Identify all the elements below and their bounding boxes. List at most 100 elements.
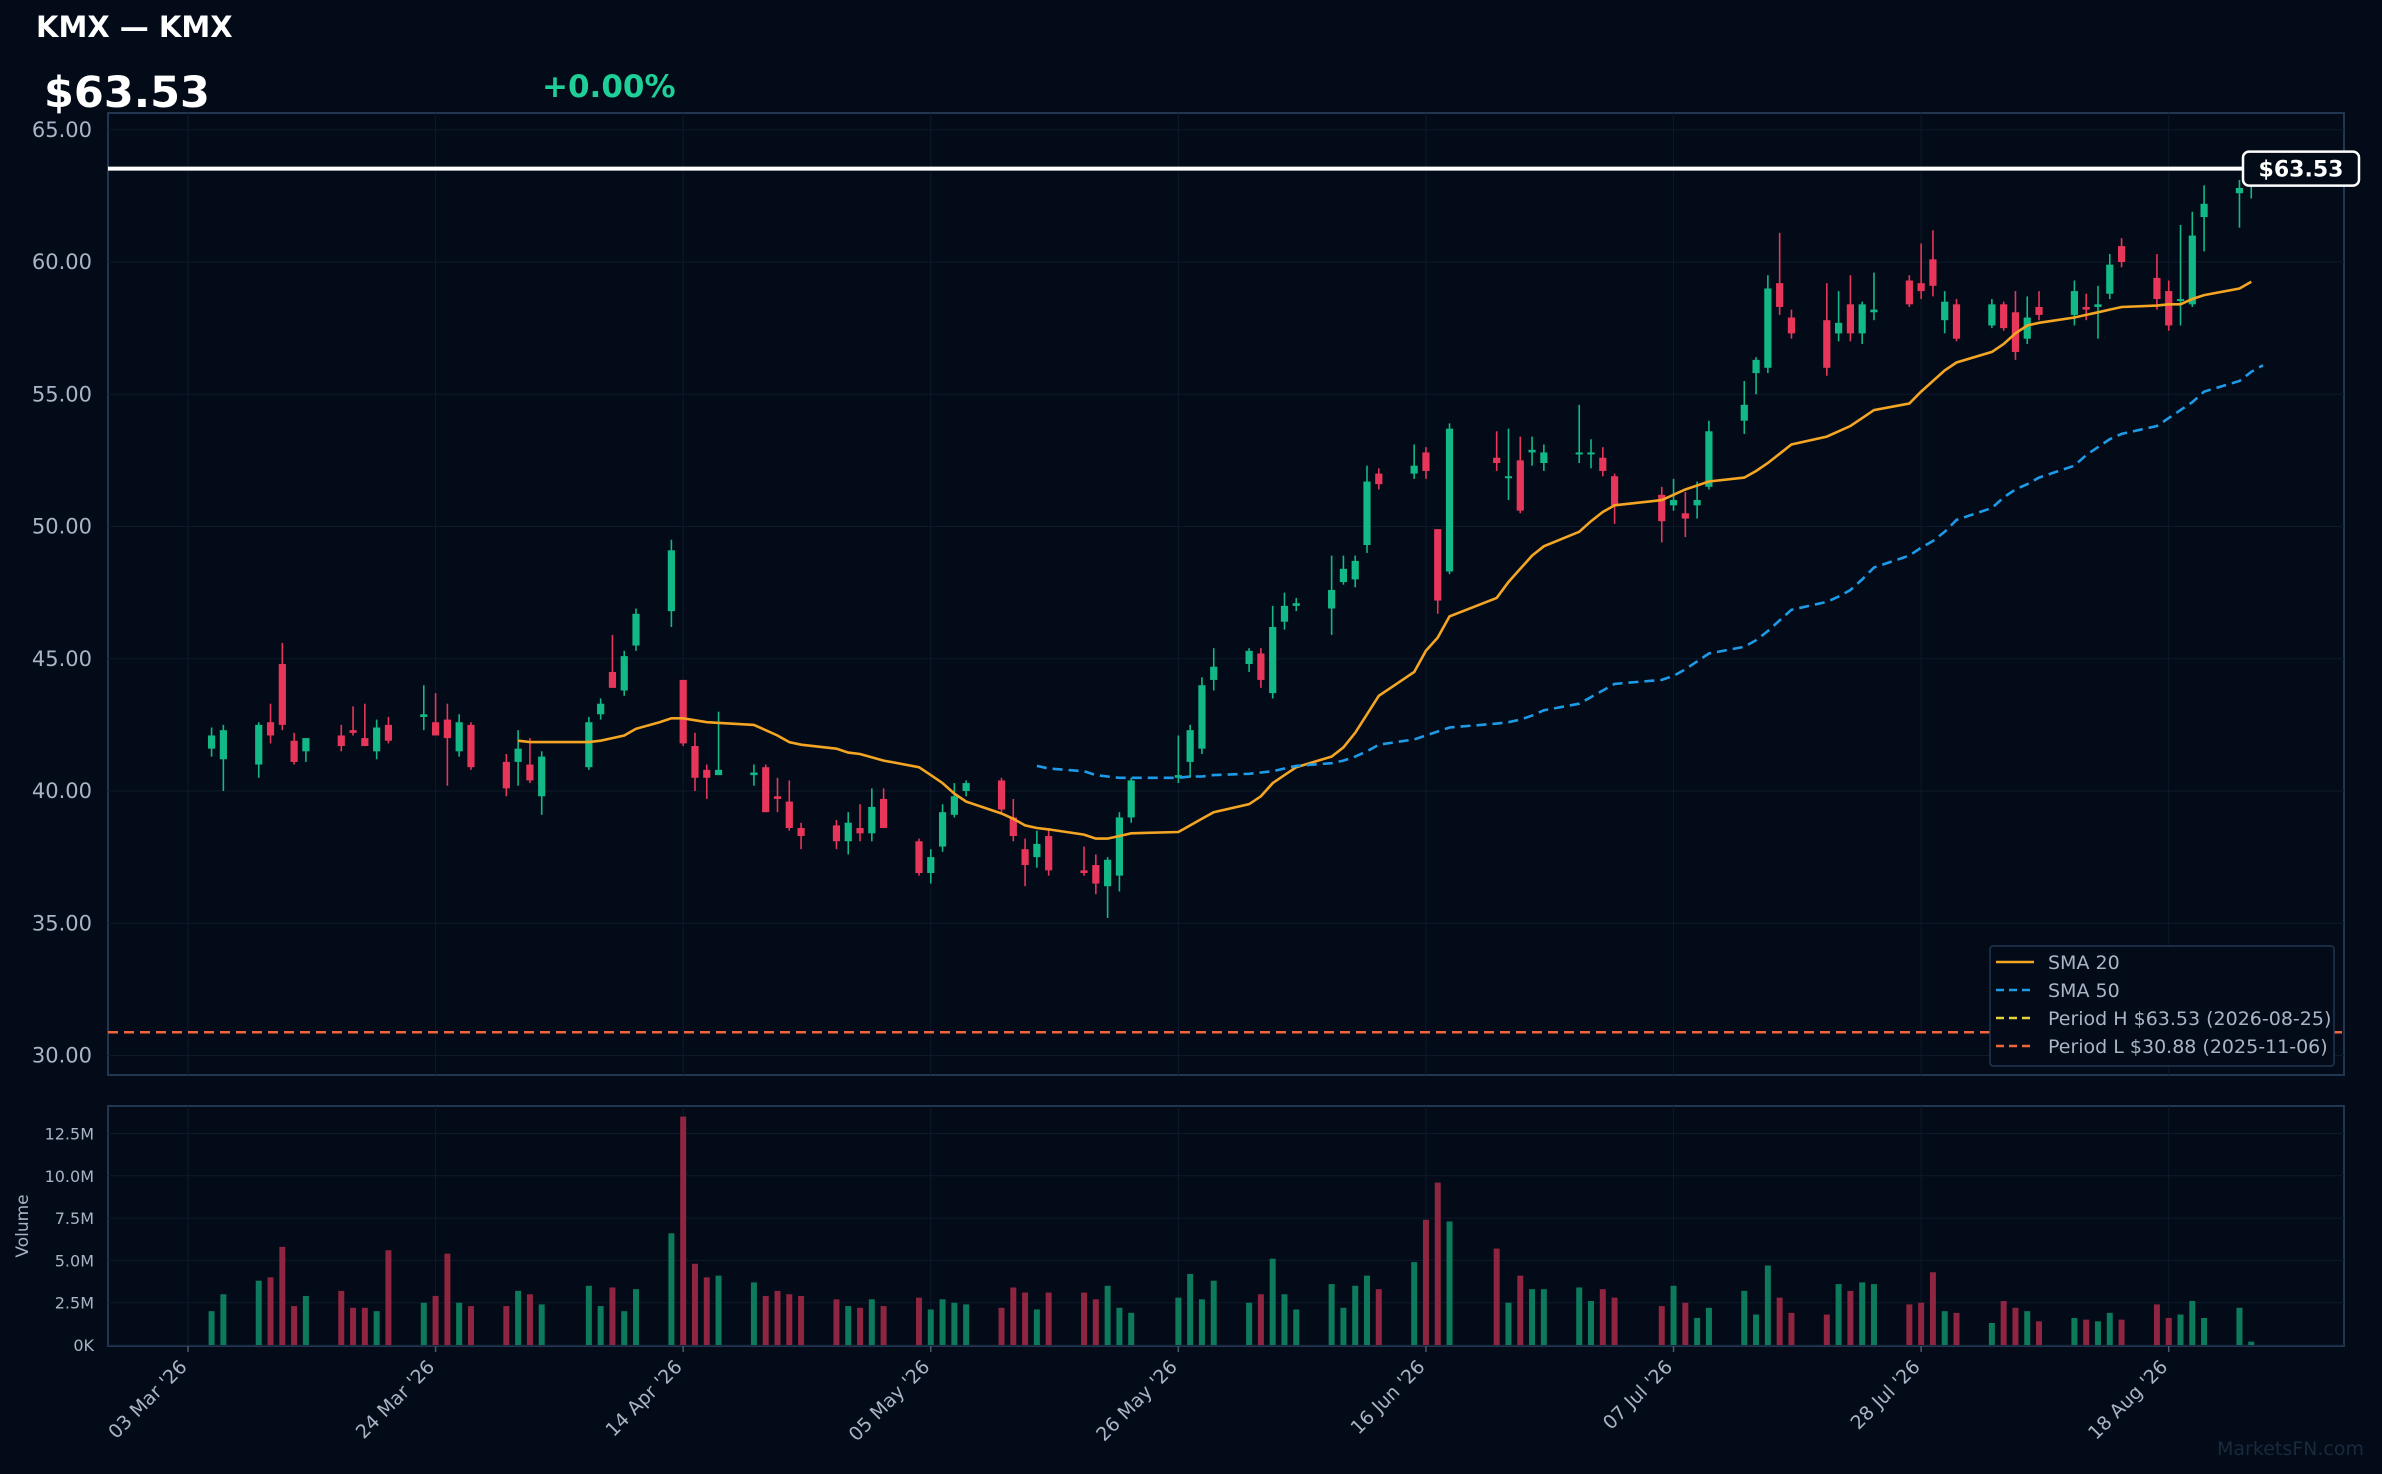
candle-body xyxy=(1540,452,1548,464)
candle-body xyxy=(1764,288,1772,368)
volume-tick-label: 2.5M xyxy=(55,1294,94,1313)
volume-bar xyxy=(515,1290,522,1345)
candle-body xyxy=(1516,460,1524,511)
volume-bar xyxy=(1092,1299,1099,1345)
candle-body xyxy=(714,769,723,776)
volume-bar xyxy=(1033,1309,1040,1345)
volume-bar xyxy=(2248,1341,2255,1345)
volume-bar xyxy=(1705,1307,1712,1345)
candle-body xyxy=(373,727,381,752)
volume-bar xyxy=(786,1294,793,1345)
candle-body xyxy=(1941,301,1949,321)
candle-body xyxy=(1905,280,1913,305)
watermark: MarketsFN.com xyxy=(2217,1438,2364,1460)
volume-bar xyxy=(2177,1314,2184,1345)
volume-bar xyxy=(680,1116,687,1345)
volume-bar xyxy=(585,1285,592,1345)
volume-bar xyxy=(1128,1312,1135,1345)
candle-body xyxy=(1575,452,1583,455)
candle-body xyxy=(703,769,711,778)
candle-body xyxy=(1988,304,1996,326)
candle-body xyxy=(2165,291,2173,326)
volume-bar xyxy=(798,1295,805,1345)
volume-bar xyxy=(927,1309,934,1345)
candle-body xyxy=(2000,304,2008,329)
volume-bar xyxy=(291,1306,298,1345)
candle-body xyxy=(1752,359,1760,374)
price-tick-label: 50.00 xyxy=(32,515,92,539)
volume-bar xyxy=(302,1295,309,1345)
candle-body xyxy=(1858,304,1866,334)
volume-bar xyxy=(1529,1289,1536,1345)
candle-body xyxy=(1599,457,1607,471)
volume-bar xyxy=(1246,1302,1253,1345)
candle-body xyxy=(1823,320,1831,368)
volume-bar xyxy=(1835,1284,1842,1345)
candle-body xyxy=(1658,494,1666,522)
volume-bar xyxy=(951,1302,958,1345)
candle-body xyxy=(1210,666,1218,680)
volume-bar xyxy=(1352,1285,1359,1345)
volume-bar xyxy=(1081,1292,1088,1345)
candle-body xyxy=(431,722,440,736)
chart-title: KMX — KMX xyxy=(36,10,233,44)
volume-bar xyxy=(1045,1292,1052,1345)
candle-body xyxy=(1280,605,1289,622)
volume-bar xyxy=(2153,1304,2160,1345)
candle-body xyxy=(915,841,923,873)
price-tick-label: 35.00 xyxy=(32,911,92,935)
candle-body xyxy=(1127,780,1135,818)
volume-bar xyxy=(2071,1317,2078,1345)
candle-body xyxy=(773,796,782,799)
candle-body xyxy=(1363,481,1371,546)
volume-bar xyxy=(208,1311,215,1345)
volume-bar xyxy=(691,1263,698,1345)
volume-bar xyxy=(432,1295,439,1345)
volume-bar xyxy=(220,1294,227,1345)
candle-body xyxy=(1292,603,1300,606)
volume-bar xyxy=(774,1290,781,1345)
candle-body xyxy=(1045,835,1053,871)
candle-body xyxy=(1021,849,1029,866)
volume-bar xyxy=(338,1290,345,1345)
candle-body xyxy=(1504,476,1513,479)
price-tick-label: 55.00 xyxy=(32,382,92,406)
volume-bar xyxy=(1823,1314,1830,1345)
volume-bar xyxy=(2012,1307,2019,1345)
candle-body xyxy=(667,550,675,612)
volume-bar xyxy=(609,1287,616,1345)
volume-bar xyxy=(1588,1301,1595,1345)
volume-bar xyxy=(880,1306,887,1345)
volume-bar xyxy=(361,1307,368,1345)
candle-body xyxy=(219,730,227,760)
price-tick-label: 60.00 xyxy=(32,250,92,274)
volume-bar xyxy=(998,1307,1005,1345)
candle-body xyxy=(1445,428,1454,572)
volume-bar xyxy=(1022,1292,1029,1345)
candle-body xyxy=(349,730,357,733)
volume-bar xyxy=(385,1250,392,1345)
candle-body xyxy=(1009,817,1017,836)
candle-body xyxy=(632,613,640,646)
candle-body xyxy=(538,756,546,797)
candle-body xyxy=(1375,473,1383,485)
candle-body xyxy=(608,671,617,688)
legend-box xyxy=(1989,945,2335,1067)
volume-bar xyxy=(255,1280,262,1345)
volume-bar xyxy=(868,1299,875,1345)
candle-body xyxy=(832,825,841,842)
volume-bar xyxy=(963,1304,970,1345)
volume-bar xyxy=(279,1246,286,1345)
volume-bar xyxy=(1198,1299,1205,1345)
volume-axis-label: Volume xyxy=(13,1194,33,1257)
candle-body xyxy=(455,722,463,752)
candle-body xyxy=(585,722,593,768)
volume-bar xyxy=(1658,1306,1665,1345)
candle-body xyxy=(1422,452,1430,471)
candle-body xyxy=(266,722,275,736)
candle-body xyxy=(420,714,428,717)
volume-bar xyxy=(1906,1304,1913,1345)
candle-body xyxy=(1705,431,1713,487)
volume-bar xyxy=(1599,1289,1606,1345)
